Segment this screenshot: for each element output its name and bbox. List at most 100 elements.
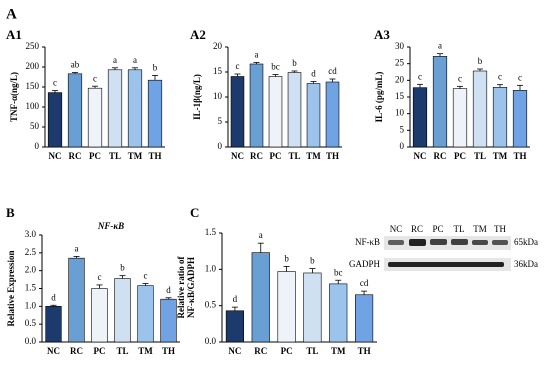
x-tick-label: NC xyxy=(231,151,244,161)
error-bar xyxy=(272,74,279,77)
bar xyxy=(114,278,131,343)
y-tick-label: 15 xyxy=(213,66,223,76)
x-tick-label: TM xyxy=(128,151,143,161)
band xyxy=(388,262,504,267)
bar xyxy=(432,56,448,148)
panel-label: B xyxy=(6,205,15,220)
significance-letter: b xyxy=(292,58,297,68)
significance-letter: b xyxy=(310,256,315,266)
significance-letter: cd xyxy=(328,66,337,76)
error-bar xyxy=(92,85,98,89)
significance-letter: b xyxy=(153,62,158,72)
chart-title: NF-κB xyxy=(97,221,124,231)
x-tick-label: TM xyxy=(493,151,508,161)
error-bar xyxy=(361,290,368,295)
error-bar xyxy=(437,53,443,57)
significance-letter: c xyxy=(236,61,240,71)
band xyxy=(388,240,404,245)
error-bar xyxy=(50,304,57,307)
bar xyxy=(492,87,508,148)
x-tick-label: TH xyxy=(326,151,339,161)
row-label: GADPH xyxy=(349,259,381,269)
y-tick-label: 1.5 xyxy=(25,283,37,293)
bar xyxy=(354,294,374,343)
y-axis-label: NF-κB/GADPH xyxy=(186,257,196,318)
y-axis-label: Relative ratio of xyxy=(176,256,186,319)
error-bar xyxy=(497,84,503,88)
bar xyxy=(45,306,62,343)
significance-letter: a xyxy=(438,41,442,51)
significance-letter: c xyxy=(458,73,462,83)
x-tick-label: NC xyxy=(47,346,60,356)
y-tick-label: 0.0 xyxy=(25,336,37,346)
error-bar xyxy=(335,279,342,284)
error-bar xyxy=(52,90,58,93)
lane-label: RC xyxy=(411,224,423,234)
y-tick-label: 0.0 xyxy=(205,336,217,346)
significance-letter: bc xyxy=(271,62,280,72)
y-tick-label: 0 xyxy=(218,141,223,151)
y-tick-label: 15 xyxy=(395,91,405,101)
significance-letter: bc xyxy=(334,267,343,277)
significance-letter: b xyxy=(120,263,125,273)
bar xyxy=(452,88,468,148)
x-tick-label: TL xyxy=(474,151,486,161)
bar xyxy=(147,79,163,148)
panel-label: A2 xyxy=(190,27,206,42)
y-tick-label: 5 xyxy=(218,116,223,126)
x-tick-label: TH xyxy=(513,151,526,161)
bar xyxy=(230,76,245,148)
bar xyxy=(137,285,154,343)
x-tick-label: PC xyxy=(454,151,466,161)
panel-label: C xyxy=(190,205,199,220)
bar xyxy=(277,271,296,343)
y-tick-label: 250 xyxy=(26,41,40,51)
y-axis-label: Relative Expression xyxy=(6,250,16,326)
error-bar xyxy=(234,73,241,77)
x-tick-label: PC xyxy=(281,346,293,356)
error-bar xyxy=(283,266,290,272)
error-bar xyxy=(291,70,298,73)
x-tick-label: TH xyxy=(162,346,175,356)
panel-label: A1 xyxy=(6,27,22,42)
bar xyxy=(303,272,322,343)
x-tick-label: TL xyxy=(116,346,128,356)
bar xyxy=(68,257,85,343)
error-bar xyxy=(132,67,138,70)
y-axis-label: IL-1β(ng/L) xyxy=(192,74,202,120)
bar xyxy=(268,76,283,148)
x-tick-label: TL xyxy=(306,346,318,356)
x-tick-label: RC xyxy=(250,151,263,161)
error-bar xyxy=(112,67,118,70)
y-tick-label: 3.0 xyxy=(25,229,37,239)
size-label: 65kDa xyxy=(514,237,538,247)
significance-letter: a xyxy=(259,230,263,240)
error-bar xyxy=(309,268,316,273)
lane-label: NC xyxy=(390,224,403,234)
significance-letter: a xyxy=(113,55,117,65)
significance-letter: b xyxy=(284,253,289,263)
bar xyxy=(512,90,528,148)
x-tick-label: PC xyxy=(270,151,282,161)
x-tick-label: TH xyxy=(148,151,161,161)
error-bar xyxy=(119,275,126,279)
significance-letter: c xyxy=(53,78,57,88)
y-tick-label: 200 xyxy=(26,61,40,71)
bar xyxy=(251,252,270,343)
y-tick-label: 20 xyxy=(395,74,405,84)
error-bar xyxy=(72,72,78,74)
significance-letter: a xyxy=(75,243,79,253)
bar xyxy=(472,70,488,148)
size-label: 36kDa xyxy=(514,259,538,269)
error-bar xyxy=(165,297,172,300)
y-tick-label: 2.0 xyxy=(25,265,37,275)
y-tick-label: 1.5 xyxy=(205,227,217,237)
lane-label: TM xyxy=(473,224,487,234)
error-bar xyxy=(257,242,264,253)
band xyxy=(430,239,447,245)
y-tick-label: 5 xyxy=(400,124,405,134)
x-tick-label: RC xyxy=(434,151,447,161)
bar xyxy=(107,69,123,148)
y-axis-label: TNF-α(ng/L) xyxy=(9,72,19,122)
